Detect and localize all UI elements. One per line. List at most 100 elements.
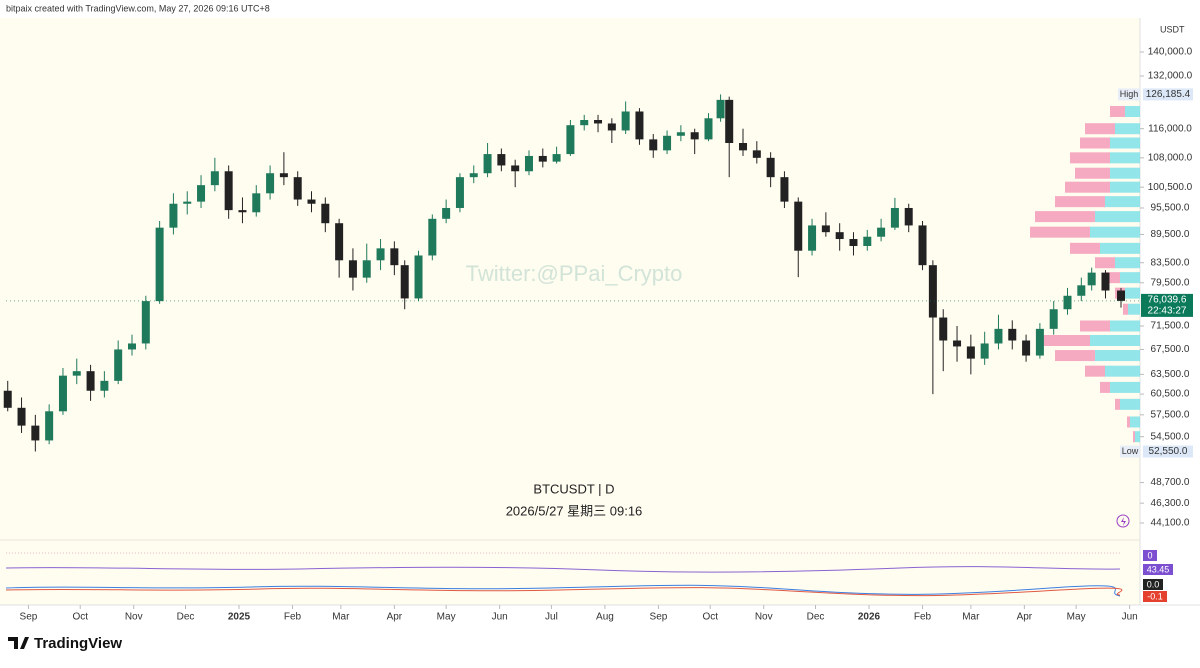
- x-tick-label: Jun: [492, 612, 508, 623]
- candle-body: [725, 99, 734, 144]
- candle-body: [72, 371, 81, 376]
- candle-body: [483, 154, 492, 174]
- profile-up: [1135, 431, 1140, 443]
- profile-up: [1125, 105, 1140, 117]
- candle-body: [497, 154, 506, 166]
- candle-body: [455, 177, 464, 208]
- candle-body: [621, 111, 630, 131]
- x-tick-label: 2026: [858, 612, 881, 623]
- profile-up: [1120, 398, 1140, 410]
- high-name-box: [1118, 88, 1140, 101]
- candle-body: [1063, 295, 1072, 310]
- candle-body: [849, 239, 858, 246]
- candle-body: [808, 225, 817, 251]
- profile-up: [1115, 257, 1140, 269]
- x-tick-label: Sep: [650, 612, 668, 623]
- y-tick-label: 116,000.0: [1148, 123, 1192, 134]
- candle-body: [1022, 340, 1031, 356]
- profile-up: [1120, 272, 1140, 284]
- x-tick-label: Dec: [807, 612, 825, 623]
- profile-down: [1085, 365, 1105, 377]
- profile-up: [1110, 167, 1140, 179]
- candle-body: [980, 343, 989, 359]
- candle-body: [224, 171, 233, 211]
- brand: TradingView: [34, 635, 122, 652]
- signal-value-box: [1143, 591, 1167, 602]
- alert-icon[interactable]: [1116, 514, 1130, 528]
- candle-body: [966, 346, 975, 359]
- candle-body: [607, 123, 616, 131]
- x-tick-label: Mar: [962, 612, 980, 623]
- candle-body: [566, 125, 575, 155]
- candle-body: [928, 265, 937, 318]
- candle-body: [390, 248, 399, 266]
- candle-body: [649, 139, 658, 151]
- candle-body: [210, 171, 219, 186]
- candle-body: [307, 199, 316, 204]
- profile-down: [1070, 152, 1110, 164]
- y-tick-label: 54,500.0: [1151, 431, 1190, 442]
- candle-body: [766, 157, 775, 178]
- candle-body: [835, 232, 844, 240]
- candle-body: [86, 371, 95, 391]
- candle-body: [428, 218, 437, 256]
- candle-body: [155, 227, 164, 302]
- x-tick-label: Oct: [72, 612, 88, 623]
- profile-down: [1055, 196, 1105, 208]
- y-tick-label: 67,500.0: [1151, 344, 1190, 355]
- y-tick-label: 89,500.0: [1151, 229, 1190, 240]
- x-tick-label: Apr: [1017, 612, 1033, 623]
- candle-body: [594, 120, 603, 124]
- candle-body: [469, 173, 478, 178]
- candle-body: [1117, 290, 1126, 301]
- candle-body: [58, 375, 67, 412]
- y-tick-label: 108,000.0: [1148, 152, 1193, 163]
- chart-pane: [0, 18, 1140, 605]
- profile-down: [1040, 334, 1090, 346]
- signal-value: -0.1: [1147, 591, 1163, 601]
- candle-body: [877, 227, 886, 237]
- macd-value-box: [1143, 579, 1163, 590]
- y-tick-label: 100,500.0: [1148, 182, 1193, 193]
- logo-mark: [8, 637, 29, 649]
- candle-body: [238, 210, 247, 213]
- candle-body: [128, 343, 136, 350]
- y-tick-label: 132,000.0: [1148, 71, 1193, 82]
- candle-body: [348, 260, 357, 278]
- high-name: High: [1120, 89, 1139, 99]
- x-tick-label: Jul: [545, 612, 558, 623]
- x-tick-label: Feb: [914, 612, 932, 623]
- candle-body: [169, 203, 178, 228]
- macd-value: 0.0: [1147, 579, 1160, 589]
- x-tick-label: Nov: [755, 612, 773, 623]
- profile-up: [1125, 287, 1140, 299]
- symbol: BTCUSDT | D: [533, 481, 614, 496]
- candle-body: [293, 177, 302, 200]
- x-tick-label: May: [437, 612, 456, 623]
- candle-body: [414, 255, 423, 299]
- last-price: 76,039.6: [1148, 295, 1187, 306]
- indicators: [5, 552, 1123, 597]
- high-value-box: [1143, 88, 1193, 101]
- candle-body: [31, 425, 40, 441]
- profile-up: [1110, 320, 1140, 332]
- candle-body: [890, 207, 899, 228]
- candle-body: [100, 380, 109, 391]
- profile-up: [1110, 381, 1140, 393]
- x-tick-label: 2025: [228, 612, 251, 623]
- profile-down: [1075, 167, 1110, 179]
- profile-up: [1090, 226, 1140, 238]
- candle-body: [716, 99, 725, 119]
- candle-body: [442, 207, 451, 219]
- low-name-box: [1120, 445, 1140, 458]
- candle-body: [739, 143, 748, 151]
- x-tick-label: Aug: [596, 612, 614, 623]
- y-tick-label: 48,700.0: [1151, 477, 1190, 488]
- profile-up: [1130, 416, 1140, 428]
- candle-body: [1008, 328, 1017, 341]
- profile-down: [1080, 137, 1110, 149]
- macd-line: [5, 584, 1121, 597]
- profile-up: [1095, 211, 1140, 223]
- low-name: Low: [1122, 446, 1139, 456]
